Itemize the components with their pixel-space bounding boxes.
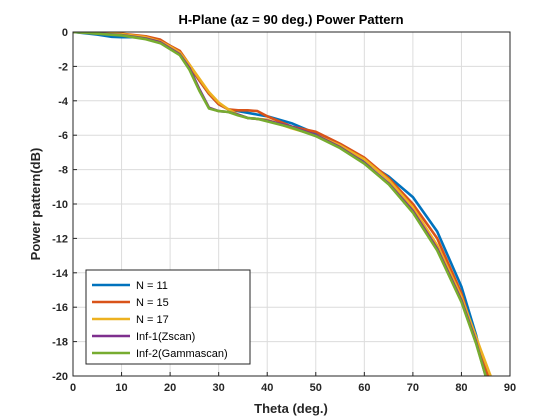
series-lines	[73, 32, 492, 376]
series-line-5	[73, 32, 488, 376]
legend: N = 11 N = 15 N = 17 Inf-1(Zscan) Inf-2(Gamm…	[85, 269, 251, 365]
chart-title: H-Plane (az = 90 deg.) Power Pattern	[178, 12, 403, 27]
x-tick-label: 50	[310, 382, 322, 394]
legend-entry: N = 17	[136, 314, 169, 326]
y-tick-label: -2	[58, 61, 68, 73]
y-axis-ticks: 0 -2 -4 -6 -8 -10 -12 -14 -16 -18 -20	[52, 27, 77, 383]
legend-entry: Inf-2(Gammascan)	[136, 348, 228, 360]
y-tick-label: -10	[52, 199, 68, 211]
y-tick-label: -14	[52, 268, 69, 280]
x-tick-label: 90	[504, 382, 516, 394]
legend-entry: Inf-1(Zscan)	[136, 331, 195, 343]
y-axis-label: Power pattern(dB)	[28, 148, 43, 261]
y-tick-label: -12	[52, 233, 68, 245]
x-tick-label: 40	[261, 382, 273, 394]
y-tick-label: -18	[52, 337, 68, 349]
x-tick-label: 20	[164, 382, 176, 394]
x-tick-label: 60	[358, 382, 370, 394]
x-axis-label: Theta (deg.)	[254, 401, 328, 416]
y-tick-label: -16	[52, 302, 68, 314]
x-tick-label: 0	[70, 382, 76, 394]
legend-entry: N = 15	[136, 297, 169, 309]
y-tick-label: -6	[58, 130, 68, 142]
series-line-2	[73, 32, 490, 376]
x-tick-label: 80	[455, 382, 467, 394]
x-axis-ticks: 0 10 20 30 40 50 60 70 80 90	[70, 372, 516, 394]
legend-entry: N = 11	[136, 280, 168, 292]
x-tick-label: 10	[115, 382, 127, 394]
x-tick-label: 70	[407, 382, 419, 394]
y-tick-label: -20	[52, 371, 68, 383]
y-tick-label: -8	[58, 165, 68, 177]
y-tick-label: -4	[58, 96, 69, 108]
x-tick-label: 30	[213, 382, 225, 394]
y-tick-label: 0	[62, 27, 68, 39]
